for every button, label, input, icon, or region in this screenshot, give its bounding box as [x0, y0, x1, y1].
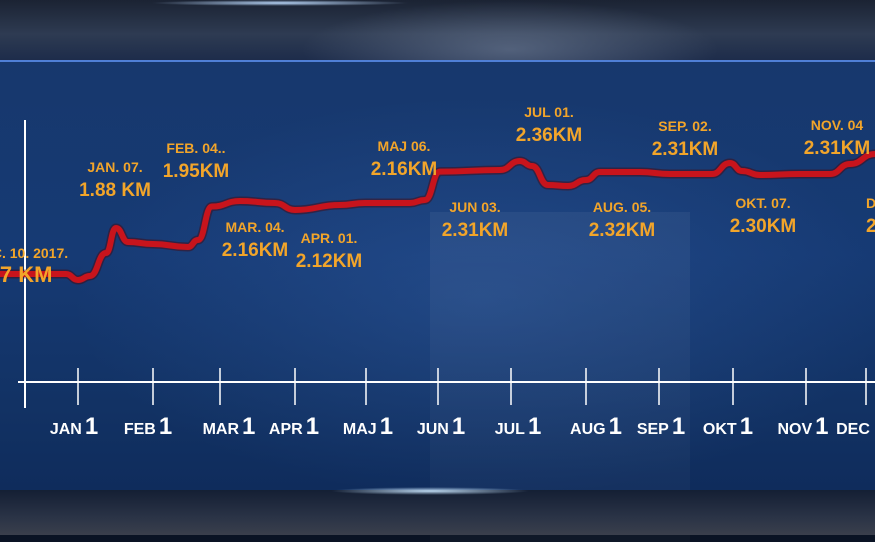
x-tick-label: APR 1 — [269, 413, 319, 440]
x-ticks — [77, 368, 867, 405]
x-tick-label: JAN 1 — [50, 413, 98, 440]
data-label-date: NOV. 04 — [811, 117, 864, 133]
x-tick-label: NOV 1 — [777, 413, 828, 440]
x-tick-label: JUN 1 — [417, 413, 465, 440]
x-tick-label: MAJ 1 — [343, 413, 393, 440]
chart-axes — [18, 120, 875, 408]
x-tick-label: JUL 1 — [495, 413, 542, 440]
data-label-value: 2.16KM — [371, 159, 438, 180]
x-tick-label: MAR 1 — [203, 413, 256, 440]
data-label-date: APR. 01. — [301, 230, 358, 246]
data-label-date: SEP. 02. — [658, 118, 711, 134]
data-label-date: AUG. 05. — [593, 199, 651, 215]
data-label-value: 2.31KM — [804, 138, 871, 159]
data-label-value: 2.12KM — [296, 251, 363, 272]
x-tick-label: DEC — [836, 421, 870, 438]
data-label-date: OKT. 07. — [735, 195, 790, 211]
data-label-value: 1.95KM — [163, 161, 230, 182]
data-label-value: 2.30KM — [730, 216, 797, 237]
series-line-group — [0, 149, 875, 285]
data-label-date: MAJ 06. — [378, 138, 431, 154]
data-label-value: 2.4 — [866, 216, 875, 237]
data-label-value: 1.88 KM — [79, 180, 151, 201]
data-label-date: JUL 01. — [524, 104, 574, 120]
data-label-date: MAR. 04. — [225, 219, 284, 235]
x-tick-labels: JAN 1 FEB 1 MAR 1 APR 1 MAJ 1 JUN 1 JUL 1 AUG 1 SEP 1 OKT 1… — [50, 413, 871, 440]
x-tick-label: SEP 1 — [637, 413, 685, 440]
series-line — [0, 151, 875, 283]
background-bottom — [0, 490, 875, 535]
data-label-date: DEC — [866, 195, 875, 211]
x-tick-label: AUG 1 — [570, 413, 622, 440]
data-label-value: 87 KM — [0, 262, 52, 287]
data-label-date: JAN. 07. — [87, 159, 142, 175]
data-label-value: 2.36KM — [516, 125, 583, 146]
data-label-value: 2.31KM — [652, 139, 719, 160]
background-top — [0, 0, 875, 62]
data-label-date: FEB. 04.. — [166, 140, 225, 156]
data-labels: C. 10. 2017.87 KM JAN. 07. 1.88 KM FEB. 04.… — [0, 104, 875, 287]
data-label-date: JUN 03. — [449, 199, 500, 215]
data-label-date: C. 10. 2017. — [0, 245, 68, 261]
x-tick-label: FEB 1 — [124, 413, 172, 440]
data-label-value: 2.32KM — [589, 220, 656, 241]
data-label-value: 2.16KM — [222, 240, 289, 261]
lens-flare-bottom — [330, 487, 530, 495]
data-label-value: 2.31KM — [442, 220, 509, 241]
lens-flare-top — [150, 0, 410, 6]
x-tick-label: OKT 1 — [703, 413, 753, 440]
